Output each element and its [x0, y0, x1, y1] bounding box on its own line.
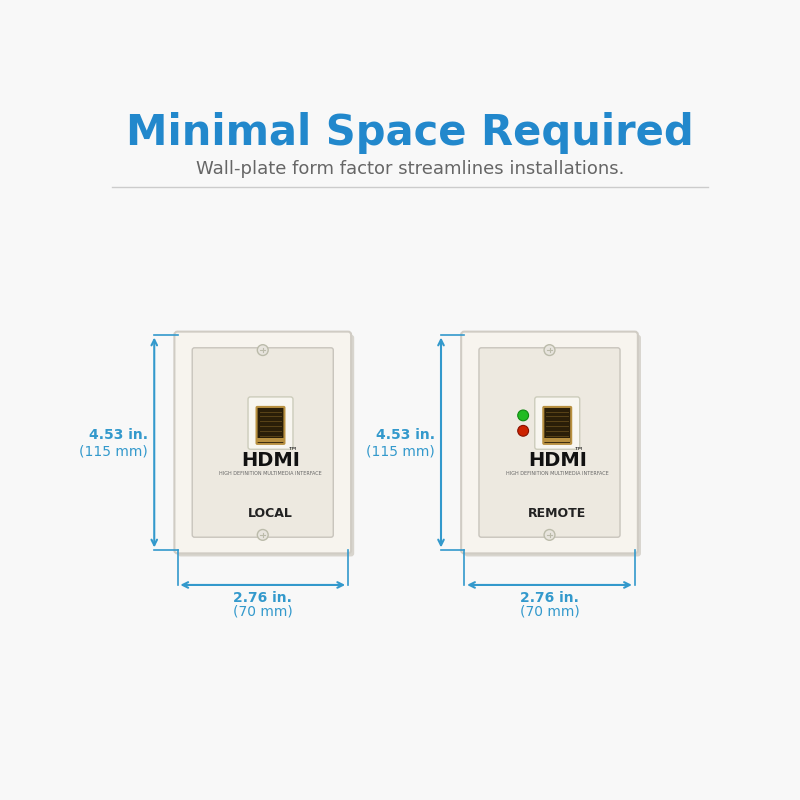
- Circle shape: [518, 426, 529, 436]
- FancyBboxPatch shape: [257, 407, 285, 444]
- Text: 4.53 in.: 4.53 in.: [89, 428, 148, 442]
- FancyBboxPatch shape: [192, 348, 334, 538]
- Circle shape: [544, 345, 555, 355]
- FancyBboxPatch shape: [464, 334, 641, 557]
- Circle shape: [518, 410, 529, 421]
- Text: 2.76 in.: 2.76 in.: [234, 591, 292, 605]
- Circle shape: [258, 530, 268, 540]
- Text: REMOTE: REMOTE: [528, 507, 586, 520]
- Text: (70 mm): (70 mm): [233, 605, 293, 619]
- Text: ™: ™: [287, 445, 297, 455]
- Text: (115 mm): (115 mm): [79, 445, 148, 458]
- Text: Wall-plate form factor streamlines installations.: Wall-plate form factor streamlines insta…: [196, 160, 624, 178]
- Text: LOCAL: LOCAL: [248, 507, 293, 520]
- Text: (115 mm): (115 mm): [366, 445, 435, 458]
- FancyBboxPatch shape: [178, 334, 354, 557]
- FancyBboxPatch shape: [543, 407, 571, 444]
- Text: HIGH DEFINITION MULTIMEDIA INTERFACE: HIGH DEFINITION MULTIMEDIA INTERFACE: [219, 470, 322, 476]
- FancyBboxPatch shape: [479, 348, 620, 538]
- Bar: [258, 438, 284, 442]
- Text: Minimal Space Required: Minimal Space Required: [126, 112, 694, 154]
- Circle shape: [544, 530, 555, 540]
- FancyBboxPatch shape: [461, 332, 638, 554]
- Text: 2.76 in.: 2.76 in.: [520, 591, 579, 605]
- FancyBboxPatch shape: [248, 397, 293, 450]
- Circle shape: [258, 345, 268, 355]
- Text: HIGH DEFINITION MULTIMEDIA INTERFACE: HIGH DEFINITION MULTIMEDIA INTERFACE: [506, 470, 609, 476]
- Text: 4.53 in.: 4.53 in.: [376, 428, 435, 442]
- FancyBboxPatch shape: [174, 332, 351, 554]
- FancyBboxPatch shape: [534, 397, 580, 450]
- Text: HDMI: HDMI: [241, 451, 300, 470]
- Bar: [544, 438, 570, 442]
- Text: HDMI: HDMI: [528, 451, 586, 470]
- Text: ™: ™: [574, 445, 584, 455]
- Text: (70 mm): (70 mm): [520, 605, 579, 619]
